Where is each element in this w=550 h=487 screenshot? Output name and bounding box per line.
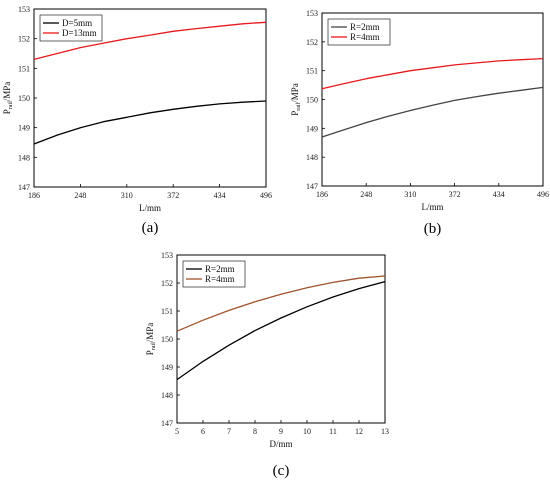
x-tick-label: 372 xyxy=(167,191,179,200)
legend-label: D=5mm xyxy=(62,18,92,28)
y-tick-label: 148 xyxy=(306,153,318,162)
series-line xyxy=(176,280,386,381)
panel-label: (b) xyxy=(424,221,442,237)
legend-box xyxy=(39,14,103,42)
x-tick-label: 310 xyxy=(121,191,133,200)
y-tick-label: 151 xyxy=(18,64,30,73)
x-tick-label: 11 xyxy=(329,427,337,436)
panel-label: (a) xyxy=(142,220,159,236)
y-tick-label: 153 xyxy=(18,5,30,14)
legend-box xyxy=(327,18,391,46)
x-tick-label: 496 xyxy=(260,191,272,200)
x-tick-label: 13 xyxy=(381,427,389,436)
y-tick-label: 149 xyxy=(18,124,30,133)
y-tick-label: 153 xyxy=(306,9,318,18)
y-tick-label: 148 xyxy=(18,153,30,162)
legend-label: R=4mm xyxy=(350,32,380,42)
y-tick-label: 147 xyxy=(161,419,173,428)
legend-label: D=13mm xyxy=(62,28,97,38)
legend-label: R=2mm xyxy=(205,264,235,274)
x-tick-label: 186 xyxy=(316,190,328,199)
chart-svg: 5 6 7 8 9 10 11 12 13 147 148 149 150 151 152 153 D/mm Pr… xyxy=(145,251,389,479)
y-tick-label: 152 xyxy=(161,279,173,288)
y-axis-title: Prail/MPa xyxy=(290,83,302,116)
x-tick-label: 372 xyxy=(449,190,461,199)
x-tick-label: 6 xyxy=(201,427,205,436)
y-axis-title: Prail/MPa xyxy=(2,82,14,115)
x-axis-title: D/mm xyxy=(269,439,292,449)
x-tick-label: 12 xyxy=(355,427,363,436)
y-tick-label: 151 xyxy=(161,307,173,316)
x-tick-label: 186 xyxy=(28,191,40,200)
y-tick-label: 149 xyxy=(161,363,173,372)
series-line xyxy=(176,275,386,332)
x-tick-label: 248 xyxy=(74,191,86,200)
x-tick-label: 248 xyxy=(360,190,372,199)
x-tick-label: 7 xyxy=(227,427,231,436)
y-tick-label: 152 xyxy=(18,35,30,44)
y-tick-label: 150 xyxy=(306,96,318,105)
x-tick-label: 310 xyxy=(404,190,416,199)
legend-label: R=2mm xyxy=(350,22,380,32)
x-tick-label: 496 xyxy=(537,190,549,199)
x-tick-label: 9 xyxy=(279,427,283,436)
chart-panel-b: 186 248 310 372 434 496 147 148 149 150 151 152 153 L… xyxy=(275,0,550,240)
x-tick-label: 5 xyxy=(175,427,179,436)
series-line xyxy=(321,86,544,138)
y-axis-title: Prail/MPa xyxy=(145,323,157,356)
x-tick-label: 10 xyxy=(303,427,311,436)
y-tick-label: 152 xyxy=(306,38,318,47)
y-tick-label: 151 xyxy=(306,67,318,76)
y-tick-label: 150 xyxy=(161,335,173,344)
series-line xyxy=(33,100,267,145)
y-tick-label: 147 xyxy=(18,183,30,192)
legend-box xyxy=(182,260,246,288)
series-line xyxy=(33,21,267,61)
x-tick-label: 434 xyxy=(214,191,226,200)
chart-svg: 186 248 310 372 434 496 147 148 149 150 151 152 153 L… xyxy=(290,9,549,237)
x-axis-title: L/mm xyxy=(139,203,161,213)
chart-panel-c: 5 6 7 8 9 10 11 12 13 147 148 149 150 151 152 153 D/mm Pr… xyxy=(137,243,412,487)
y-tick-label: 147 xyxy=(306,182,318,191)
x-tick-label: 434 xyxy=(493,190,505,199)
y-tick-label: 150 xyxy=(18,94,30,103)
chart-svg: 186 248 310 372 434 496 147 148 149 150 151 152 153 L… xyxy=(2,5,272,236)
panel-label: (c) xyxy=(273,463,290,479)
chart-panel-a: 186 248 310 372 434 496 147 148 149 150 151 152 153 L… xyxy=(0,0,275,240)
series-line xyxy=(321,57,544,90)
x-axis-title: L/mm xyxy=(422,202,444,212)
y-tick-label: 153 xyxy=(161,251,173,260)
legend-label: R=4mm xyxy=(205,274,235,284)
y-tick-label: 148 xyxy=(161,391,173,400)
y-tick-label: 149 xyxy=(306,124,318,133)
x-tick-label: 8 xyxy=(253,427,257,436)
